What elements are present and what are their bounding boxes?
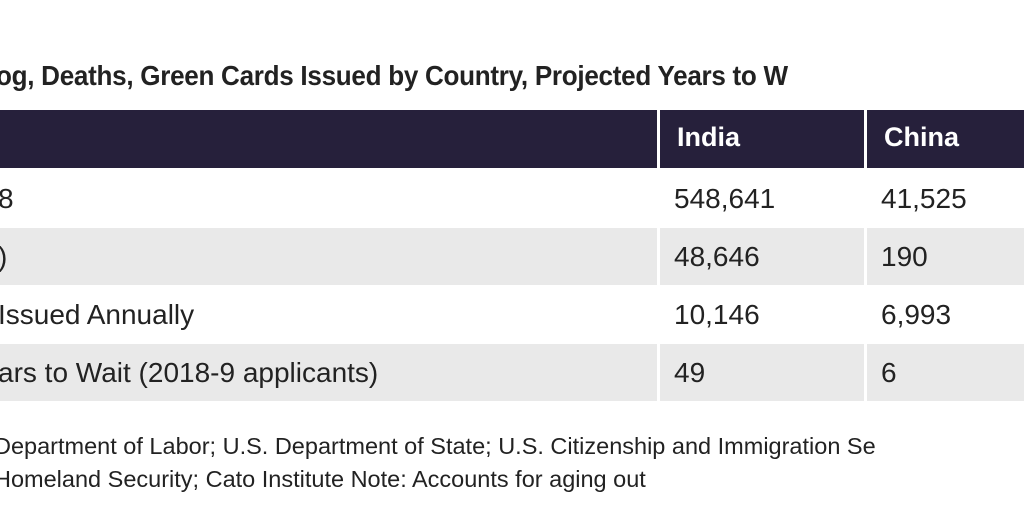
table-cell: ars to Wait (2018-9 applicants)	[0, 344, 657, 401]
header-cell: India	[660, 110, 864, 168]
cell-value: 10,146	[674, 299, 760, 330]
table-cell: 49	[660, 344, 864, 401]
table-cell: 548,641	[660, 170, 864, 227]
row-label: 8	[0, 183, 14, 214]
table-title: og, Deaths, Green Cards Issued by Countr…	[0, 60, 788, 91]
cell-value: 6	[881, 357, 897, 388]
footnote-line: Homeland Security; Cato Institute Note: …	[0, 466, 646, 492]
row-label: ars to Wait (2018-9 applicants)	[0, 357, 379, 388]
table-cell: 8	[0, 170, 657, 227]
header-cell	[0, 110, 657, 168]
table-cell: 6,993	[867, 286, 1024, 343]
cell-value: 41,525	[881, 183, 967, 214]
row-label: )	[0, 228, 7, 285]
table-cell: 10,146	[660, 286, 864, 343]
cell-value: 49	[674, 357, 706, 388]
column-header: China	[884, 122, 960, 152]
cell-value: 48,646	[674, 241, 760, 272]
table-cell: 190	[867, 228, 1024, 285]
header-cell: China	[867, 110, 1024, 168]
row-label: Issued Annually	[0, 299, 195, 330]
table-cell: Issued Annually	[0, 286, 657, 343]
footnote-line: Department of Labor; U.S. Department of …	[0, 433, 876, 459]
cell-value: 190	[881, 241, 928, 272]
cell-value: 548,641	[674, 183, 776, 214]
table-cell: 41,525	[867, 170, 1024, 227]
cell-value: 6,993	[881, 299, 952, 330]
table-cell: 6	[867, 344, 1024, 401]
column-header: India	[677, 122, 741, 152]
table-cell: 48,646	[660, 228, 864, 285]
table-cell: )	[0, 228, 657, 285]
